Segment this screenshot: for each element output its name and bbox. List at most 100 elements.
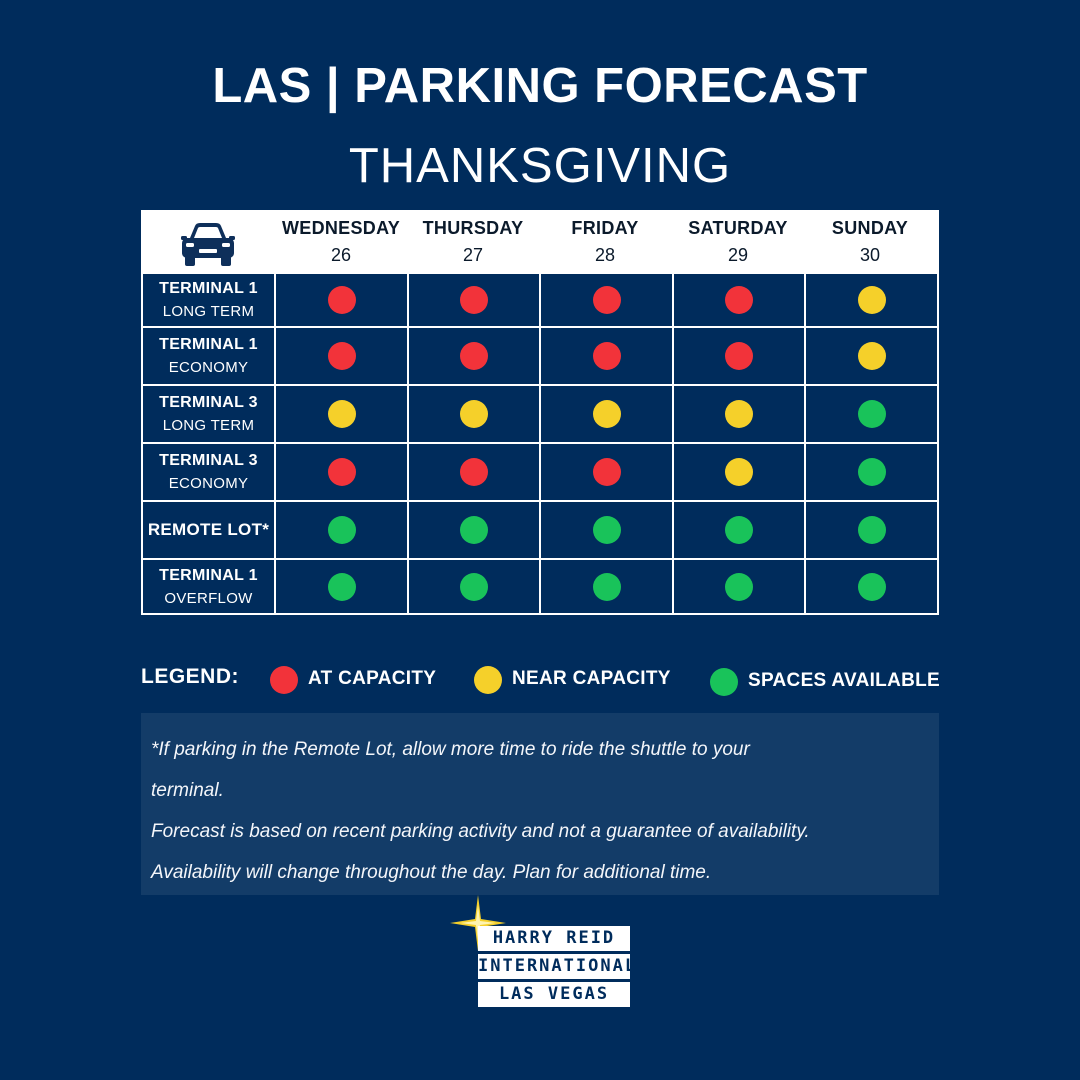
row-label: TERMINAL 3 LONG TERM	[143, 386, 276, 442]
day-date: 30	[859, 245, 881, 265]
note-line: Forecast is based on recent parking acti…	[151, 821, 810, 842]
note-line: *If parking in the Remote Lot, allow mor…	[151, 739, 750, 760]
status-dot-icon	[474, 666, 502, 694]
status-cell	[276, 274, 409, 326]
status-cell	[276, 328, 409, 384]
status-cell	[409, 502, 541, 558]
status-cell	[806, 274, 937, 326]
row-label: REMOTE LOT*	[143, 502, 276, 558]
status-dot-icon	[460, 458, 488, 486]
car-icon	[181, 223, 235, 266]
status-cell	[806, 560, 937, 613]
table-row: TERMINAL 1 ECONOMY	[143, 326, 937, 384]
status-cell	[674, 328, 806, 384]
row-label-line1: REMOTE LOT*	[147, 520, 270, 539]
status-cell	[409, 560, 541, 613]
legend-title: LEGEND:	[141, 665, 239, 688]
row-label: TERMINAL 1 OVERFLOW	[143, 560, 276, 613]
status-dot-icon	[327, 400, 356, 428]
day-header-wednesday: WEDNESDAY 26	[275, 218, 407, 266]
status-cell	[806, 502, 937, 558]
status-cell	[409, 328, 541, 384]
status-dot-icon	[460, 516, 488, 544]
row-label-line2: LONG TERM	[162, 303, 255, 320]
status-dot-icon	[327, 342, 356, 370]
note-line: Availability will change throughout the …	[151, 862, 712, 883]
status-dot-icon	[725, 572, 753, 601]
status-cell	[806, 386, 937, 442]
status-dot-icon	[592, 286, 621, 314]
table-row: TERMINAL 1 LONG TERM	[143, 272, 937, 326]
table-header-row: WEDNESDAY 26 THURSDAY 27 FRIDAY 28 SATUR…	[141, 210, 939, 272]
status-dot-icon	[460, 342, 488, 370]
row-label: TERMINAL 3 ECONOMY	[143, 444, 276, 500]
day-date: 28	[594, 245, 616, 265]
row-label-line1: TERMINAL 1	[159, 336, 258, 353]
status-dot-icon	[592, 400, 621, 428]
row-label: TERMINAL 1 LONG TERM	[143, 274, 276, 326]
legend-label: AT CAPACITY	[308, 668, 437, 689]
logo-line-3: LAS VEGAS	[478, 982, 630, 1007]
status-dot-icon	[710, 668, 738, 696]
row-label-line1: TERMINAL 3	[159, 394, 258, 411]
logo-line-1: HARRY REID	[478, 926, 630, 951]
status-cell	[409, 386, 541, 442]
forecast-table: WEDNESDAY 26 THURSDAY 27 FRIDAY 28 SATUR…	[141, 210, 939, 615]
table-row: TERMINAL 3 LONG TERM	[143, 384, 937, 442]
day-date: 27	[462, 245, 484, 265]
status-dot-icon	[725, 400, 753, 428]
table-row: TERMINAL 1 OVERFLOW	[143, 558, 937, 613]
status-cell	[276, 502, 409, 558]
row-label-line2: ECONOMY	[168, 475, 249, 492]
status-cell	[541, 560, 674, 613]
logo-line-2: INTERNATIONAL	[478, 954, 635, 979]
day-date: 26	[330, 245, 352, 265]
row-label-line1: TERMINAL 1	[159, 566, 258, 584]
status-cell	[541, 386, 674, 442]
status-dot-icon	[592, 458, 621, 486]
status-dot-icon	[592, 342, 621, 370]
status-dot-icon	[327, 516, 356, 544]
row-label: TERMINAL 1 ECONOMY	[143, 328, 276, 384]
status-dot-icon	[460, 572, 488, 601]
status-cell	[276, 560, 409, 613]
status-dot-icon	[460, 400, 488, 428]
status-dot-icon	[725, 458, 753, 486]
status-cell	[541, 444, 674, 500]
status-cell	[541, 502, 674, 558]
status-cell	[674, 502, 806, 558]
table-row: TERMINAL 3 ECONOMY	[143, 442, 937, 500]
day-name: SUNDAY	[831, 218, 909, 238]
status-cell	[674, 274, 806, 326]
day-date: 29	[727, 245, 749, 265]
day-name: SATURDAY	[688, 218, 788, 238]
day-header-saturday: SATURDAY 29	[672, 218, 804, 266]
status-dot-icon	[857, 286, 886, 314]
day-name: FRIDAY	[571, 218, 639, 238]
status-dot-icon	[460, 286, 488, 314]
airport-logo: HARRY REID INTERNATIONAL LAS VEGAS	[450, 895, 640, 1015]
status-dot-icon	[857, 572, 886, 601]
status-dot-icon	[327, 458, 356, 486]
status-dot-icon	[327, 286, 356, 314]
status-cell	[674, 386, 806, 442]
day-header-friday: FRIDAY 28	[539, 218, 671, 266]
status-cell	[806, 444, 937, 500]
day-header-thursday: THURSDAY 27	[407, 218, 539, 266]
legend: LEGEND: AT CAPACITY NEAR CAPACITY SPACES…	[141, 663, 941, 696]
star-icon	[450, 895, 506, 951]
status-dot-icon	[857, 458, 886, 486]
status-cell	[674, 560, 806, 613]
notes-box: *If parking in the Remote Lot, allow mor…	[141, 713, 939, 895]
status-cell	[409, 274, 541, 326]
status-dot-icon	[592, 516, 621, 544]
forecast-grid: TERMINAL 1 LONG TERM TERMINAL 1 ECONOMY …	[141, 272, 939, 615]
status-dot-icon	[857, 400, 886, 428]
status-dot-icon	[857, 516, 886, 544]
day-name: THURSDAY	[422, 218, 524, 238]
row-label-line2: ECONOMY	[168, 359, 249, 376]
status-dot-icon	[857, 342, 886, 370]
row-label-line1: TERMINAL 3	[159, 452, 258, 469]
status-cell	[541, 328, 674, 384]
status-cell	[541, 274, 674, 326]
